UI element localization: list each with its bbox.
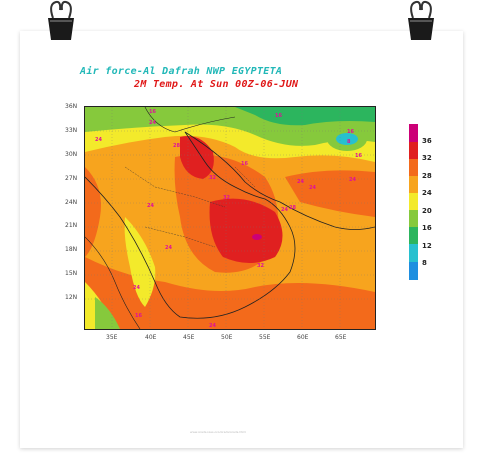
lon-label: 65E [335, 334, 347, 341]
contour-label: 16 [355, 153, 362, 159]
legend-label: 16 [422, 224, 432, 232]
map-title-product: 2M Temp. At Sun 00Z-06-JUN [134, 79, 299, 90]
contour-label: 24 [165, 245, 172, 251]
contour-label: 24 [95, 137, 102, 143]
legend-swatch [409, 142, 418, 159]
field-32-band-rubalkhali [209, 198, 283, 263]
contour-label: 28 [173, 143, 180, 149]
lon-label: 45E [183, 334, 195, 341]
lon-label: 35E [106, 334, 118, 341]
lat-label: 21N [65, 222, 78, 229]
coastline-gulf [184, 131, 375, 230]
lat-label: 33N [65, 127, 78, 134]
legend-label: 24 [422, 189, 432, 197]
color-legend [409, 124, 418, 280]
footer-credit: www.grads.iges.org/grads/grads.html [190, 430, 247, 433]
contour-label: 28 [289, 205, 296, 211]
contour-label: 16 [135, 313, 142, 319]
legend-swatch [409, 124, 418, 142]
coastline-arabia [85, 131, 296, 319]
contour-label: 16 [149, 109, 156, 115]
field-32-band-iraq [180, 136, 214, 179]
contour-label: 24 [349, 177, 356, 183]
contour-label: 8 [347, 139, 351, 145]
field-28-band-south [85, 257, 375, 329]
lat-label: 12N [65, 294, 78, 301]
field-16-patch-sw [95, 297, 120, 329]
contour-label: 24 [133, 285, 140, 291]
field-12-band-north [235, 107, 375, 126]
lat-label: 18N [65, 246, 78, 253]
lon-label: 40E [145, 334, 157, 341]
border-north [144, 107, 236, 133]
lat-label: 15N [65, 270, 78, 277]
legend-label: 8 [422, 259, 427, 267]
contour-label: 16 [275, 113, 282, 119]
lat-label: 24N [65, 199, 78, 206]
binder-clip-left-icon [48, 0, 74, 40]
legend-swatch [409, 210, 418, 227]
legend-swatch [409, 244, 418, 262]
lon-label: 55E [259, 334, 271, 341]
lon-label: 50E [221, 334, 233, 341]
field-28-band-east [285, 170, 375, 217]
contour-label: 32 [223, 195, 230, 201]
contour-label: 24 [297, 179, 304, 185]
lat-label: 30N [65, 151, 78, 158]
contour-label: 32 [209, 175, 216, 181]
legend-swatch [409, 193, 418, 210]
field-36-core [252, 234, 262, 240]
field-20-band-redsea [124, 217, 156, 307]
lat-label: 36N [65, 103, 78, 110]
legend-swatch [409, 159, 418, 176]
field-8-patch-ne [336, 133, 358, 145]
contour-label: 24 [147, 203, 154, 209]
contour-label: 16 [241, 161, 248, 167]
contour-label: 24 [149, 120, 156, 126]
contour-label: 16 [347, 129, 354, 135]
temperature-field: 16 16 24 24 28 16 16 16 8 32 24 24 32 24… [85, 107, 375, 329]
contour-label: 24 [209, 323, 216, 329]
contour-label: 32 [257, 263, 264, 269]
contour-label: 24 [309, 185, 316, 191]
contour-label: 24 [281, 207, 288, 213]
graticule [85, 107, 375, 329]
national-borders [124, 166, 256, 248]
legend-label: 12 [422, 242, 432, 250]
coastline-africa [85, 236, 141, 329]
legend-label: 36 [422, 137, 432, 145]
legend-swatch [409, 262, 418, 280]
legend-label: 28 [422, 172, 432, 180]
legend-swatch [409, 176, 418, 193]
map-title-source: Air force-Al Dafrah NWP EGYPTETA [80, 66, 283, 77]
legend-label: 20 [422, 207, 432, 215]
legend-label: 32 [422, 154, 432, 162]
binder-clip-right-icon [408, 0, 434, 40]
lat-label: 27N [65, 175, 78, 182]
lon-label: 60E [297, 334, 309, 341]
legend-swatch [409, 227, 418, 244]
temperature-map: 16 16 24 24 28 16 16 16 8 32 24 24 32 24… [84, 106, 376, 330]
